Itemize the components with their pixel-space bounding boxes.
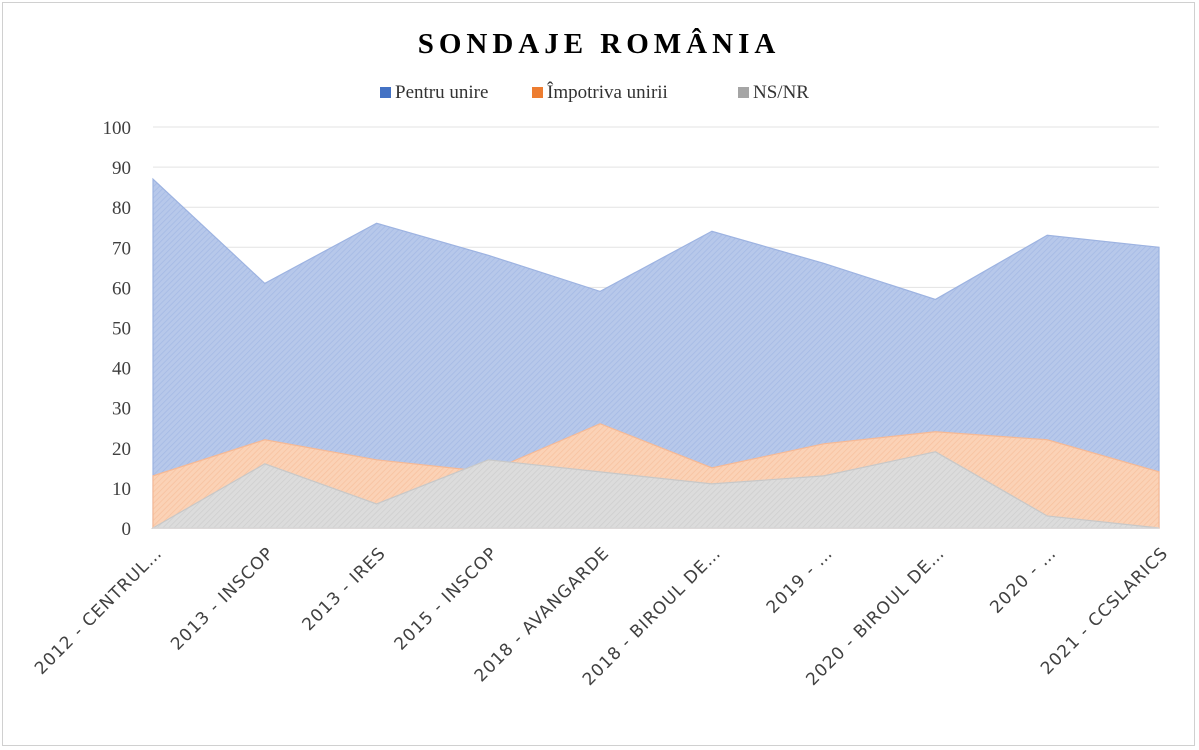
y-tick-label: 50 — [112, 319, 131, 340]
legend-swatch — [380, 87, 391, 98]
legend-item-ns-nr: NS/NR — [738, 82, 809, 103]
area-ns-nr — [150, 451, 1160, 529]
legend-item-pentru-unire: Pentru unire — [380, 82, 488, 103]
y-tick-label: 10 — [112, 479, 131, 500]
x-tick-label: 2021 - CCSLARICS — [1037, 543, 1173, 679]
y-tick-label: 20 — [112, 439, 131, 460]
series-areas — [150, 177, 1160, 529]
y-tick-label: 90 — [112, 158, 131, 179]
y-tick-label: 30 — [112, 399, 131, 420]
y-tick-label: 100 — [103, 118, 132, 139]
y-tick-label: 60 — [112, 278, 131, 299]
legend: Pentru unire Împotriva unirii NS/NR — [380, 81, 809, 103]
legend-item-impotriva-unirii: Împotriva unirii — [532, 81, 668, 103]
y-axis: 0 10 20 30 40 50 60 70 80 90 100 — [103, 118, 132, 540]
x-tick-label: 2015 - INSCOP — [391, 543, 502, 654]
y-tick-label: 70 — [112, 238, 131, 259]
x-tick-label: 2019 - … — [763, 543, 837, 617]
chart-title: SONDAJE ROMÂNIA — [418, 27, 781, 60]
y-tick-label: 0 — [122, 519, 132, 540]
legend-label: Pentru unire — [395, 82, 488, 103]
x-tick-label: 2013 - IRES — [298, 543, 390, 635]
x-tick-label: 2020 - … — [986, 543, 1060, 617]
legend-swatch — [532, 87, 543, 98]
legend-label: NS/NR — [753, 82, 809, 103]
x-axis: 2012 - CENTRUL… 2013 - INSCOP 2013 - IRES 2… — [31, 527, 1173, 690]
x-tick-label: 2012 - CENTRUL… — [31, 543, 167, 679]
y-tick-label: 80 — [112, 198, 131, 219]
y-tick-label: 40 — [112, 359, 131, 380]
x-tick-label: 2013 - INSCOP — [167, 543, 278, 654]
legend-label: Împotriva unirii — [547, 81, 668, 103]
legend-swatch — [738, 87, 749, 98]
